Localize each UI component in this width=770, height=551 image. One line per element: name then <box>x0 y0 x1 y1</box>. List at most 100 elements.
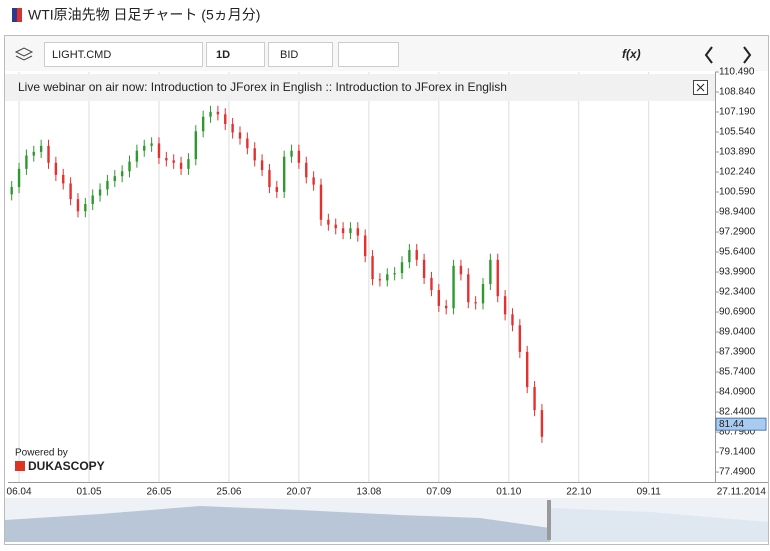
brand: DUKASCOPY <box>28 459 105 473</box>
y-tick-label: 90.6900 <box>719 307 756 318</box>
powered-by: Powered by <box>15 448 68 459</box>
candle-body <box>356 228 360 236</box>
candle-body <box>238 132 242 139</box>
x-tick-label: 01.10 <box>496 487 521 498</box>
candle-body <box>10 187 13 195</box>
y-tick-label: 97.2900 <box>719 227 756 238</box>
candle-body <box>224 114 227 125</box>
candle-body <box>282 156 286 192</box>
candle-body <box>98 189 102 196</box>
instrument-box[interactable] <box>44 42 203 67</box>
candle-body <box>518 325 522 352</box>
candle-body <box>216 111 220 115</box>
candle-body <box>334 224 337 229</box>
candle-body <box>113 176 116 181</box>
x-tick-label: 20.07 <box>286 487 311 498</box>
brand-logo <box>15 461 25 471</box>
candle-body <box>511 314 514 326</box>
period-box[interactable] <box>206 42 265 67</box>
y-tick-label: 102.240 <box>719 167 756 178</box>
candle-body <box>422 259 426 278</box>
candle-body <box>371 256 374 280</box>
y-tick-label: 77.4900 <box>719 467 756 478</box>
candle-body <box>290 150 293 157</box>
candle-body <box>268 170 271 188</box>
y-tick-label: 84.0900 <box>719 387 756 398</box>
y-tick-label: 108.840 <box>719 87 756 98</box>
y-tick-label: 105.540 <box>719 127 756 138</box>
y-tick-label: 93.9900 <box>719 267 756 278</box>
candle-body <box>533 387 536 411</box>
candle-body <box>540 410 544 437</box>
x-tick-label: 26.05 <box>146 487 171 498</box>
y-tick-label: 92.3400 <box>719 287 756 298</box>
candle-body <box>106 180 109 190</box>
last-price-box <box>715 417 767 431</box>
candle-body <box>62 174 65 184</box>
x-tick-label: 13.08 <box>356 487 381 498</box>
candle-body <box>400 262 404 274</box>
candle-body <box>341 228 345 234</box>
y-tick-label: 89.0400 <box>719 327 756 338</box>
x-tick-label: 01.05 <box>76 487 101 498</box>
candle-body <box>84 204 87 212</box>
candle-body <box>209 111 212 117</box>
flag-icon <box>12 8 17 22</box>
candle-body <box>393 273 396 275</box>
candle-body <box>378 279 382 281</box>
candle-body <box>459 265 463 275</box>
candle-body <box>135 150 139 162</box>
function-button[interactable]: f(x) <box>622 47 641 61</box>
candle-body <box>76 199 80 212</box>
candle-body <box>54 162 58 175</box>
candle-body <box>386 274 389 281</box>
candle-body <box>260 160 264 171</box>
candle-body <box>319 184 323 220</box>
y-tick-label: 107.190 <box>719 107 756 118</box>
layers-icon[interactable] <box>14 47 34 61</box>
candle-body <box>327 219 330 225</box>
candle-body <box>297 150 301 163</box>
candle-body <box>452 265 455 309</box>
candle-body <box>474 302 477 304</box>
candle-body <box>467 274 470 303</box>
x-tick-label: 07.09 <box>426 487 451 498</box>
candle-body <box>349 228 352 234</box>
page-title: WTI原油先物 日足チャート (5ヵ月分) <box>28 7 260 23</box>
title-bar <box>0 0 770 30</box>
side-box[interactable] <box>268 42 333 67</box>
x-tick-label: 25.06 <box>216 487 241 498</box>
candle-body <box>187 159 190 169</box>
widget-frame <box>4 35 769 545</box>
candle-body <box>25 155 28 169</box>
candle-body <box>489 259 492 285</box>
candle-body <box>32 151 35 156</box>
x-tick-label: 22.10 <box>566 487 591 498</box>
y-tick-label: 110.490 <box>719 67 755 78</box>
x-tick-label: 06.04 <box>7 487 32 498</box>
candle-body <box>39 145 43 152</box>
candle-body <box>17 168 21 188</box>
candle-body <box>47 145 50 163</box>
candle-body <box>275 187 279 192</box>
candle-body <box>128 161 131 172</box>
nav-arrows[interactable] <box>704 46 752 64</box>
candle-body <box>363 235 367 257</box>
y-tick-label: 80.7900 <box>719 427 756 438</box>
candle-body <box>246 138 249 149</box>
banner <box>5 74 715 101</box>
y-tick-label: 82.4400 <box>719 407 756 418</box>
y-tick-label: 98.9400 <box>719 207 756 218</box>
chart-type-box[interactable] <box>338 42 399 67</box>
period: 1D <box>216 49 230 61</box>
candle-body <box>503 296 507 315</box>
candle-body <box>437 290 441 306</box>
candle-body <box>408 250 411 263</box>
candle-body <box>305 162 308 178</box>
y-tick-label: 87.3900 <box>719 347 756 358</box>
navigator-area <box>550 508 768 542</box>
navigator-handle[interactable] <box>547 500 551 540</box>
y-tick-label: 103.890 <box>719 147 756 158</box>
candle-body <box>253 148 256 161</box>
candle-body <box>444 305 448 309</box>
